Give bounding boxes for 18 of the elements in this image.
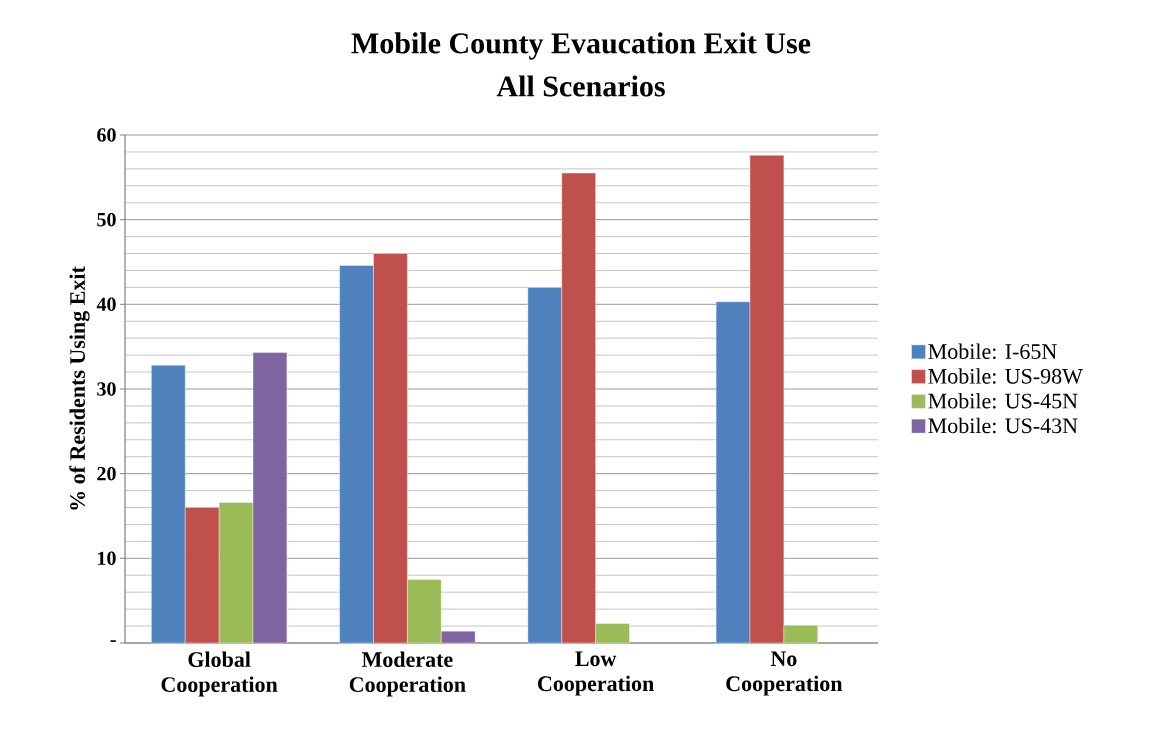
y-tick-label: 40	[96, 297, 116, 312]
chart-title: Mobile County Evaucation Exit Use	[351, 32, 811, 60]
x-tick-label: Low Cooperation	[538, 651, 654, 696]
chart-subtitle: All Scenarios	[496, 75, 665, 97]
y-tick-label: 50	[97, 212, 116, 227]
legend-label: Mobile: I-65N	[928, 343, 1057, 360]
y-tick-label: 30	[97, 382, 116, 396]
legend-label: Mobile: US-43N	[928, 417, 1078, 434]
y-tick-label: 20	[97, 466, 116, 481]
y-tick-label: -	[110, 640, 116, 642]
legend-label: Mobile: US-98W	[928, 368, 1083, 384]
y-tick-label: 60	[97, 128, 116, 142]
x-tick-label: Moderate Cooperation	[349, 651, 466, 697]
y-tick-label: 10	[98, 551, 116, 566]
y-axis-title: % of Residents Using Exit	[69, 266, 90, 510]
x-tick-label: No Cooperation	[726, 651, 843, 696]
legend-label: Mobile: US-45N	[928, 392, 1078, 409]
x-tick-label: Global Cooperation	[161, 651, 278, 697]
